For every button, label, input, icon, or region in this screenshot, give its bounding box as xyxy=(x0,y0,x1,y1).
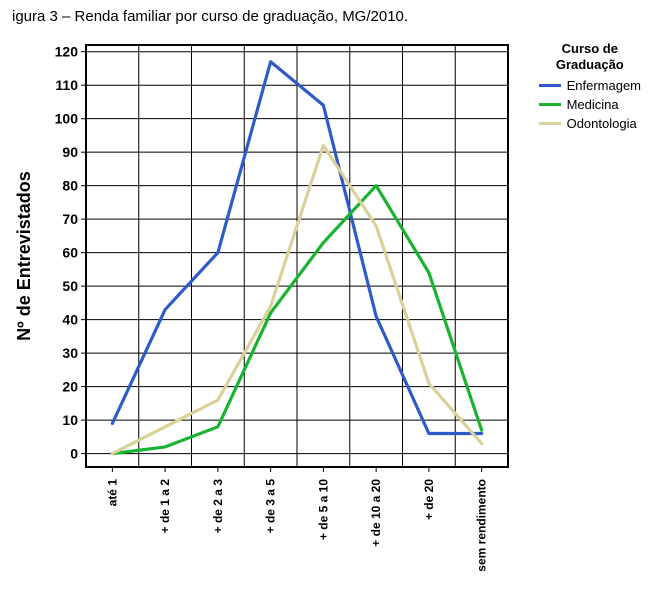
y-tick-label: 40 xyxy=(62,312,78,328)
y-tick-label: 120 xyxy=(55,44,79,60)
y-tick-label: 30 xyxy=(62,345,78,361)
y-tick-label: 100 xyxy=(55,111,79,127)
x-tick-label: + de 3 a 5 xyxy=(264,479,278,534)
y-tick-label: 90 xyxy=(62,144,78,160)
legend-title: Curso de Graduação xyxy=(539,41,641,72)
legend-label: Odontologia xyxy=(567,116,637,131)
x-tick-label: até 1 xyxy=(105,479,119,507)
y-tick-label: 0 xyxy=(70,446,78,462)
x-tick-label: + de 20 xyxy=(422,479,436,520)
chart-container: 0 10 20 30 40 50 60 70 80 90 100 110 120 até 1 + de 1 … xyxy=(8,31,641,591)
legend-item-enfermagem: Enfermagem xyxy=(539,78,641,93)
legend-swatch xyxy=(539,103,561,106)
x-tick-label: sem rendimento xyxy=(475,479,489,572)
figure-caption: igura 3 – Renda familiar por curso de gr… xyxy=(12,8,641,25)
legend-item-odontologia: Odontologia xyxy=(539,116,641,131)
legend: Curso de Graduação Enfermagem Medicina Odo… xyxy=(539,41,641,135)
y-tick-label: 20 xyxy=(62,379,78,395)
x-tick-label: + de 5 a 10 xyxy=(316,479,330,540)
line-chart: 0 10 20 30 40 50 60 70 80 90 100 110 120 até 1 + de 1 … xyxy=(8,31,546,591)
x-tick-label: + de 2 a 3 xyxy=(211,479,225,534)
y-axis-label: Nº de Entrevistados xyxy=(14,171,34,341)
x-tick-label: + de 1 a 2 xyxy=(158,479,172,534)
y-tick-label: 110 xyxy=(55,77,78,93)
y-tick-label: 60 xyxy=(62,245,78,261)
legend-title-line1: Curso de xyxy=(562,41,618,56)
x-tick-label: + de 10 a 20 xyxy=(369,479,383,547)
y-tick-label: 50 xyxy=(62,278,78,294)
legend-title-line2: Graduação xyxy=(556,57,624,72)
legend-label: Enfermagem xyxy=(567,78,641,93)
legend-swatch xyxy=(539,122,561,125)
legend-label: Medicina xyxy=(567,97,619,112)
y-tick-label: 10 xyxy=(62,412,78,428)
legend-item-medicina: Medicina xyxy=(539,97,641,112)
legend-swatch xyxy=(539,84,561,87)
y-tick-label: 80 xyxy=(62,178,78,194)
y-tick-label: 70 xyxy=(62,211,78,227)
